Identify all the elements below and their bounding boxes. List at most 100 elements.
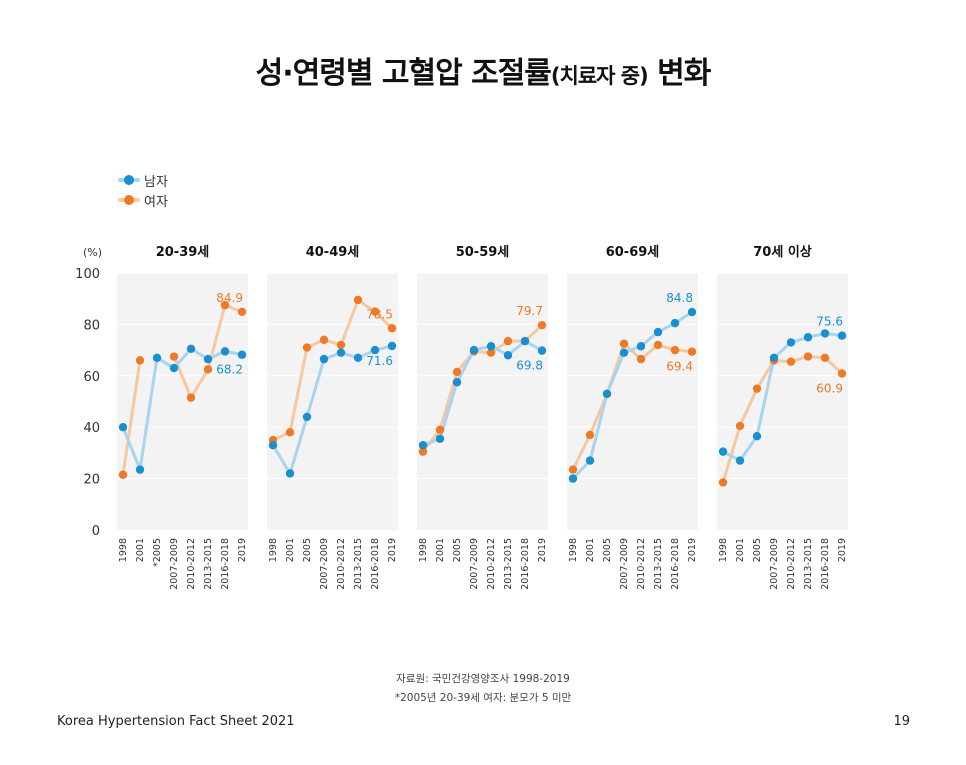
data-point-female [820,353,830,363]
chart-legend: 남자 여자 [118,170,168,210]
x-tick-label: 1998 [718,538,729,562]
data-point-female [568,465,578,474]
data-point-male [353,353,363,363]
x-tick-label: 2019 [387,538,398,562]
x-tick-label: 2010-2012 [336,538,347,590]
x-tick-label: 2001 [735,538,746,562]
data-point-male [268,440,278,450]
footer-publication: Korea Hypertension Fact Sheet 2021 [57,714,295,729]
x-tick-label: 1998 [268,538,279,562]
data-point-male [537,346,547,355]
x-tick-label: 2013-2015 [803,538,814,590]
x-tick-label: 2001 [435,538,446,562]
legend-item-female: 여자 [118,190,168,210]
data-point-female [302,343,312,352]
y-tick-label: 40 [83,421,100,436]
data-point-female [319,335,329,345]
data-point-male [135,465,145,474]
data-point-male [718,447,728,456]
data-point-male [786,338,796,347]
x-tick-label: 2005 [602,538,613,562]
data-point-male [418,440,428,450]
data-point-male [820,329,830,338]
data-point-male [203,354,213,364]
data-label-male: 69.8 [516,359,543,373]
y-tick-label: 100 [75,267,100,282]
panel-title: 40-49세 [306,245,360,260]
legend-swatch-female [118,195,140,205]
x-tick-label: 2016-2018 [220,538,231,590]
data-point-male [237,350,247,359]
x-tick-label: 2001 [135,538,146,562]
x-tick-label: 2007-2009 [319,538,330,590]
data-label-female: 79.7 [516,304,543,318]
data-point-male [370,345,380,355]
x-tick-label: 2016-2018 [670,538,681,590]
data-point-female [803,352,813,361]
data-point-male [118,423,128,432]
panel-background [567,273,698,530]
x-tick-label: 2016-2018 [520,538,531,590]
data-point-male [568,474,578,483]
panel-background [417,273,548,530]
data-point-female [786,357,796,366]
data-point-male [186,344,196,354]
x-tick-label: 2019 [837,538,848,562]
data-point-male [585,456,595,465]
data-point-female [237,307,247,317]
x-tick-label: 1998 [118,538,129,562]
data-label-female: 69.4 [666,360,693,374]
panel-background [717,273,848,530]
page-title: 성·연령별 고혈압 조절률(치료자 중) 변화 [0,48,966,92]
panel-title: 60-69세 [606,245,660,260]
panel-title: 50-59세 [456,245,510,260]
data-point-female [203,365,213,374]
x-tick-label: 1998 [568,538,579,562]
title-end: 변화 [657,56,711,91]
x-tick-label: 2007-2009 [469,538,480,590]
data-point-female [653,340,663,350]
data-point-female [718,478,728,487]
data-point-male [752,431,762,441]
data-point-female [735,421,745,431]
x-tick-label: 2010-2012 [636,538,647,590]
data-point-female [486,348,496,357]
x-tick-label: 2019 [237,538,248,562]
data-point-female [169,352,179,361]
data-point-male [636,342,646,351]
data-point-female [837,369,847,378]
page-number: 19 [893,714,910,729]
legend-item-male: 남자 [118,170,168,190]
data-point-female [503,336,513,346]
x-tick-label: 2013-2015 [353,538,364,590]
data-point-male [503,351,513,360]
data-point-male [653,327,663,337]
x-tick-label: 2001 [285,538,296,562]
x-tick-label: 2010-2012 [186,538,197,590]
x-tick-label: 2019 [687,538,698,562]
panel-background [117,273,248,530]
data-label-female: 84.9 [216,291,243,305]
data-point-female [418,447,428,456]
data-point-male [687,307,697,317]
data-point-male [486,342,496,351]
data-point-male [319,354,329,364]
data-point-female [537,320,547,330]
data-point-male [520,336,530,346]
x-tick-label: *2005 [152,538,163,567]
data-point-female [370,307,380,316]
x-tick-label: 2013-2015 [203,538,214,590]
data-point-female [285,428,295,437]
x-tick-label: 2007-2009 [769,538,780,590]
x-tick-label: 2016-2018 [370,538,381,590]
panel-background [267,273,398,530]
footnote-line: *2005년 20-39세 여자: 분모가 5 미만 [394,692,572,704]
data-point-male [735,456,745,465]
x-tick-label: 2013-2015 [503,538,514,590]
x-tick-label: 2005 [302,538,313,562]
y-tick-label: 80 [83,318,100,333]
data-point-female [336,340,346,350]
x-tick-label: 2019 [537,538,548,562]
data-point-male [336,348,346,357]
data-point-female [670,345,680,355]
